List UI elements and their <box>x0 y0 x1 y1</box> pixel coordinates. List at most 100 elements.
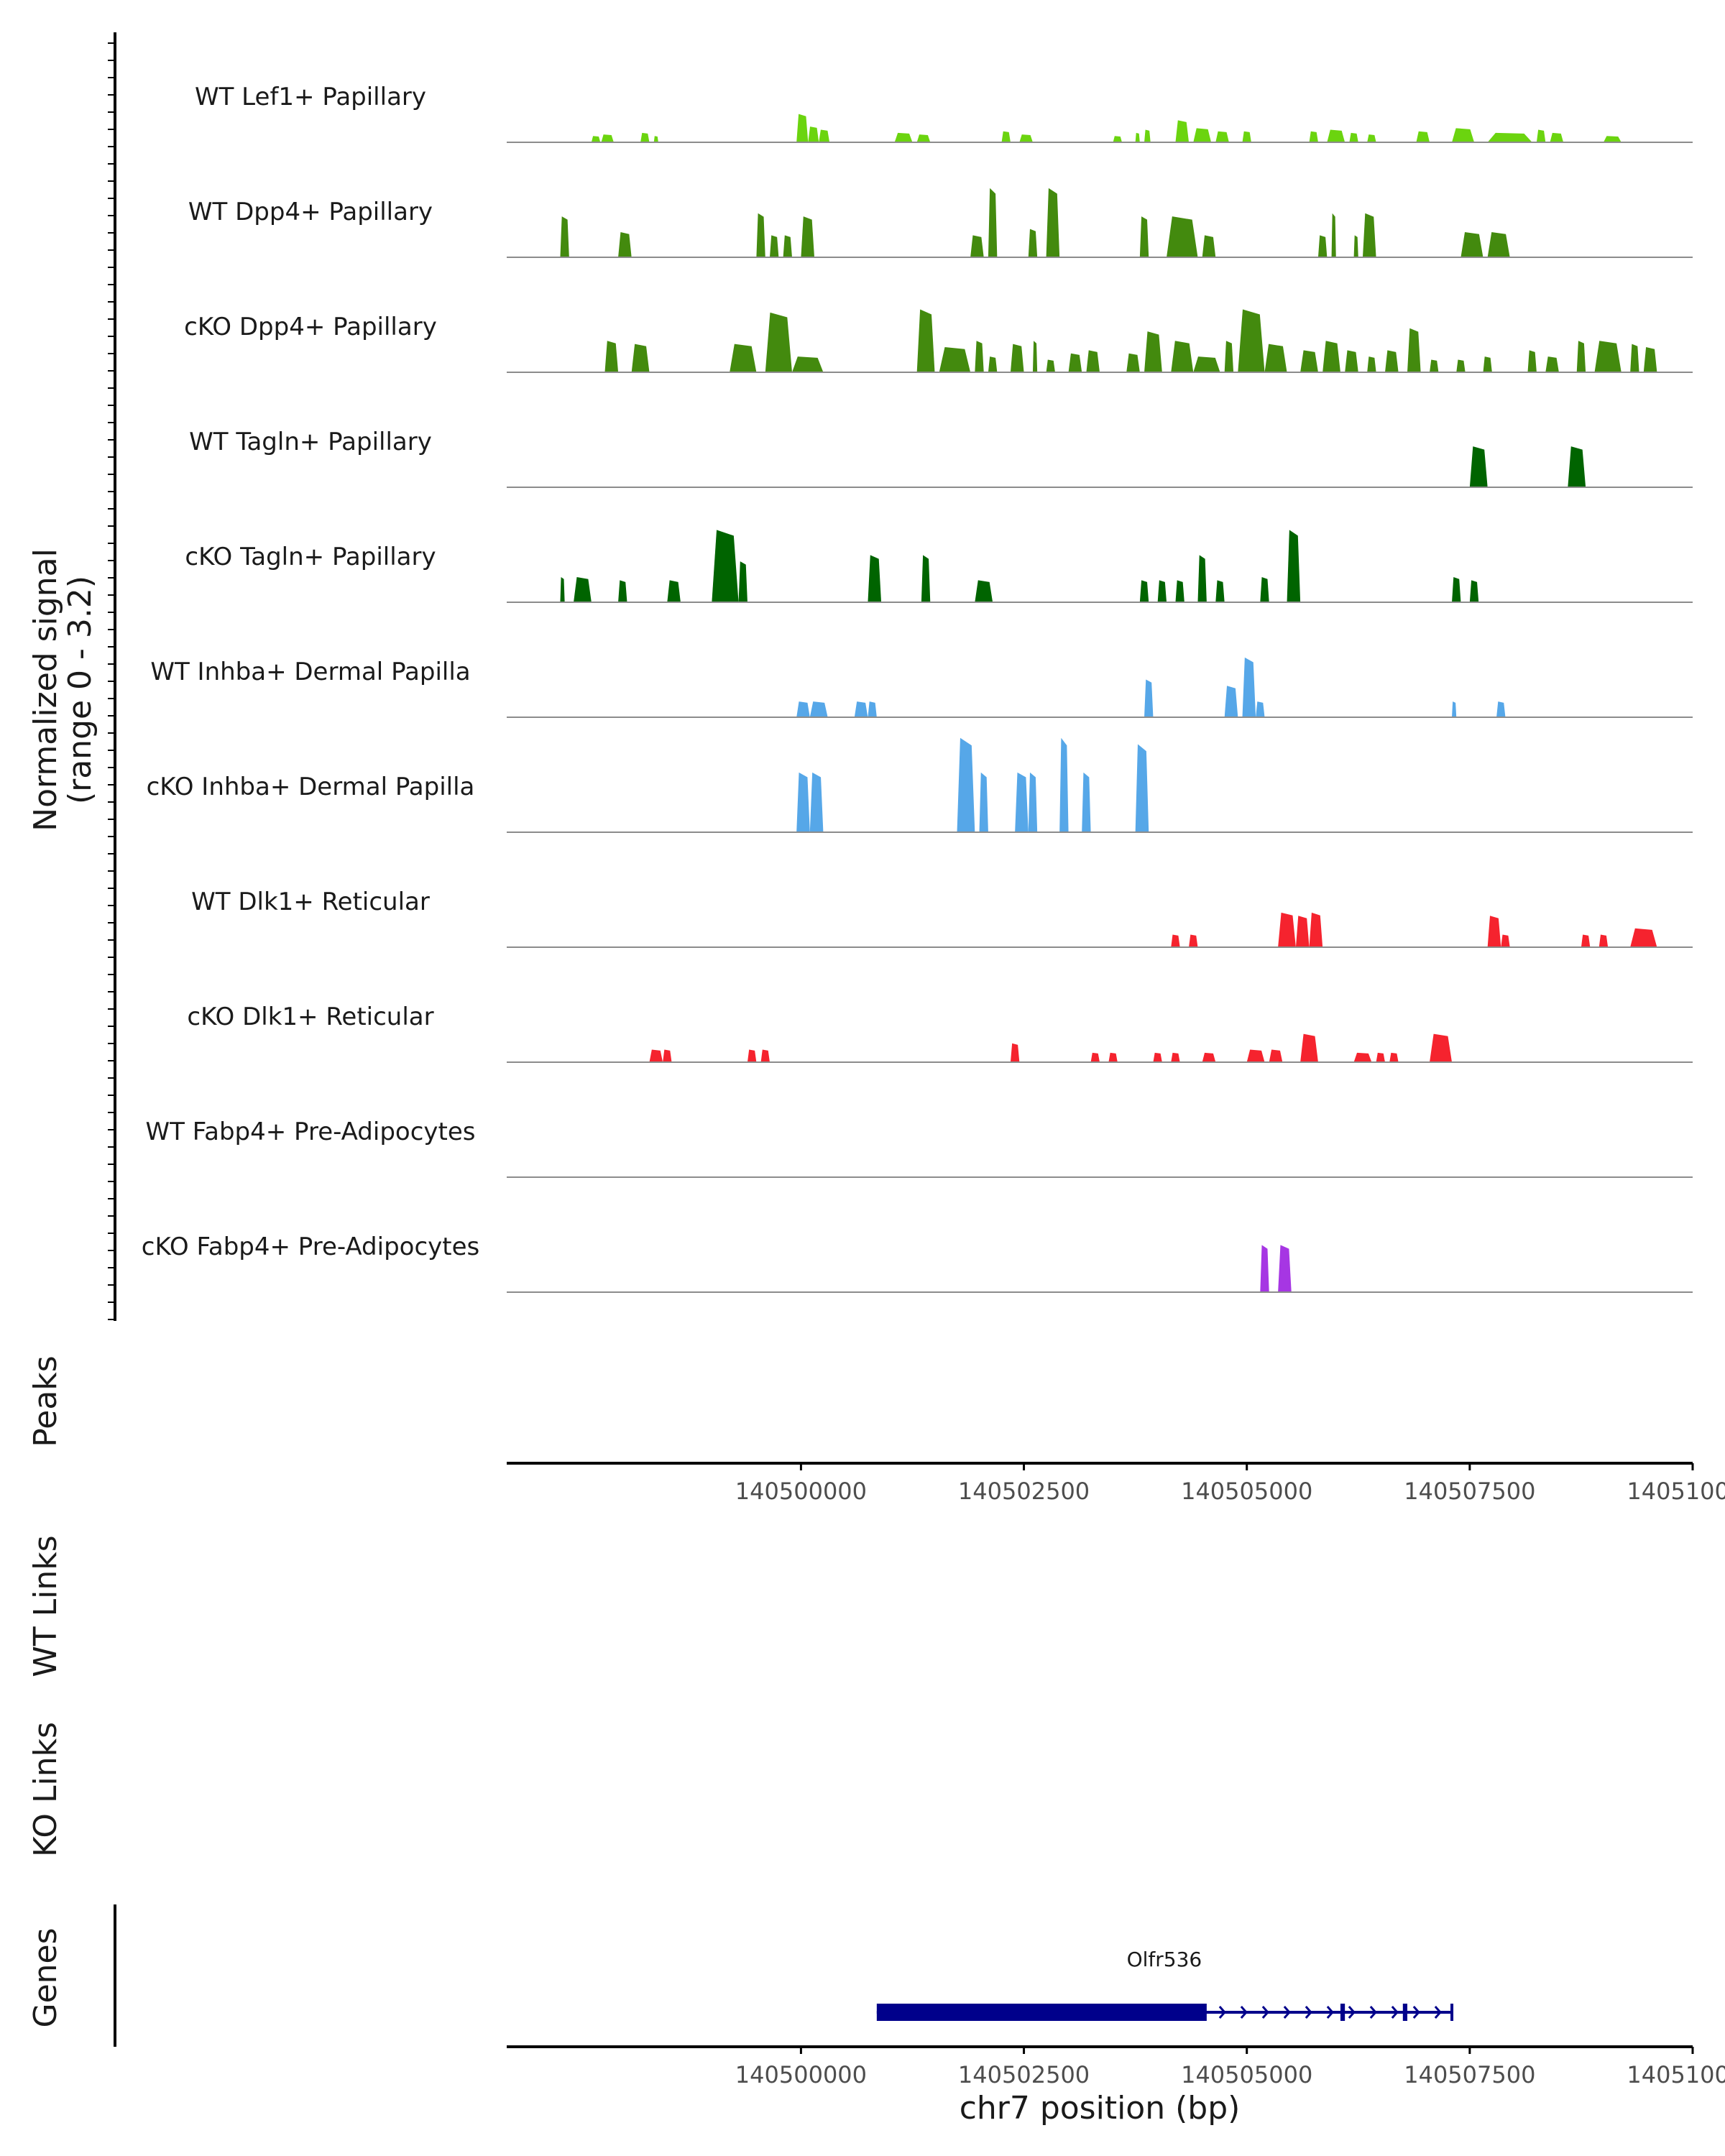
track-1: WT Lef1+ Papillary <box>195 83 1693 143</box>
coverage-peak <box>1032 341 1038 372</box>
coverage-peak <box>1367 134 1376 142</box>
coverage-peak <box>1001 131 1011 142</box>
coverage-peak <box>601 134 614 142</box>
coverage-peak <box>1197 555 1207 602</box>
coverage-peak <box>760 1049 770 1062</box>
track-6: WT Inhba+ Dermal Papilla <box>150 657 1693 718</box>
coverage-peak <box>796 114 809 142</box>
coverage-peak <box>1384 350 1399 372</box>
coverage-peak <box>1581 934 1591 947</box>
coverage-peak <box>1202 1052 1216 1062</box>
coverage-peak <box>921 555 931 602</box>
coverage-peak <box>1010 1043 1020 1062</box>
coverage-peak <box>1278 1245 1292 1292</box>
x-tick-label: 140505000 <box>1181 2061 1312 2088</box>
coverage-peak <box>1278 912 1296 947</box>
coverage-peak <box>1430 1033 1453 1062</box>
coverage-peak <box>738 561 748 602</box>
strand-arrow <box>1348 2006 1356 2019</box>
coverage-peak <box>1015 772 1029 832</box>
coverage-peak <box>1010 344 1024 372</box>
x-tick-label: 140500000 <box>735 1478 867 1505</box>
coverage-peak <box>1630 344 1639 372</box>
coverage-peak <box>560 577 565 602</box>
ko-links-panel-label: KO Links <box>27 1722 64 1857</box>
coverage-peak <box>1175 120 1190 142</box>
coverage-peak <box>868 555 882 602</box>
coverage-peak <box>1238 309 1265 372</box>
coverage-peak <box>1189 934 1198 947</box>
coverage-peak <box>1309 912 1323 947</box>
coverage-peak <box>808 126 819 142</box>
track-label: cKO Dlk1+ Reticular <box>187 1003 433 1031</box>
gene-exon <box>1340 2004 1346 2021</box>
coverage-peak <box>1215 131 1229 142</box>
coverage-peak <box>667 580 681 602</box>
coverage-peak <box>1469 446 1488 487</box>
gene-exon <box>1402 2004 1408 2021</box>
track-label: cKO Dpp4+ Papillary <box>184 313 437 341</box>
x-tick-label: 140500000 <box>735 2061 867 2088</box>
coverage-peak <box>1059 737 1069 832</box>
coverage-peak <box>796 772 810 832</box>
coverage-peak <box>1193 128 1212 142</box>
peaks-x-ticks: 140500000 140502500 140505000 140507500 1405… <box>735 1463 1725 1505</box>
coverage-peak <box>1469 580 1479 602</box>
coverage-y-title-line2: (range 0 - 3.2) <box>62 576 98 804</box>
coverage-peak <box>1269 1049 1283 1062</box>
coverage-peak <box>1171 934 1180 947</box>
coverage-peak <box>1353 235 1358 257</box>
coverage-y-ticks <box>108 42 115 1320</box>
strand-arrow <box>1326 2006 1334 2019</box>
x-axis-title: chr7 position (bp) <box>960 2090 1241 2127</box>
coverage-peak <box>631 344 650 372</box>
coverage-peak <box>1215 580 1225 602</box>
track-8: WT Dlk1+ Reticular <box>191 888 1693 948</box>
coverage-peak <box>894 132 913 142</box>
coverage-peak <box>756 213 765 257</box>
coverage-peak <box>979 772 988 832</box>
coverage-peak <box>1430 359 1439 372</box>
coverage-peak <box>1028 229 1038 257</box>
coverage-peak <box>1242 131 1251 142</box>
track-5: cKO Tagln+ Papillary <box>185 530 1693 603</box>
coverage-peak <box>1144 129 1151 142</box>
coverage-y-title-line1: Normalized signal <box>27 548 64 831</box>
gene-label: Olfr536 <box>1127 1948 1202 1971</box>
coverage-peak <box>783 235 792 257</box>
coverage-peak <box>1300 350 1318 372</box>
coverage-peak <box>1452 128 1475 142</box>
peaks-panel-label: Peaks <box>27 1355 64 1447</box>
coverage-peak <box>1322 341 1340 372</box>
strand-arrow <box>1218 2006 1226 2019</box>
track-label: WT Inhba+ Dermal Papilla <box>150 658 470 686</box>
coverage-peak <box>1171 1052 1180 1062</box>
coverage-peak <box>1487 132 1532 142</box>
coverage-peak <box>1527 350 1537 372</box>
coverage-peak <box>1082 772 1091 832</box>
x-tick-label: 140502500 <box>958 2061 1090 2088</box>
coverage-peak <box>801 216 815 257</box>
coverage-peak <box>1139 216 1149 257</box>
coverage-peak <box>649 1049 663 1062</box>
coverage-peak <box>1603 136 1622 142</box>
coverage-peak <box>1483 356 1492 372</box>
coverage-peak <box>796 701 810 717</box>
track-label: WT Tagln+ Papillary <box>189 428 432 456</box>
genes-x-ticks: 140500000 140502500 140505000 140507500 1405… <box>735 2047 1725 2088</box>
coverage-peak <box>1202 235 1216 257</box>
strand-arrow <box>1283 2006 1291 2019</box>
coverage-peak <box>769 235 779 257</box>
coverage-peak <box>1090 1052 1100 1062</box>
track-10: WT Fabp4+ Pre-Adipocytes <box>146 1118 1693 1178</box>
track-3: cKO Dpp4+ Papillary <box>184 309 1693 373</box>
coverage-peak <box>1046 359 1055 372</box>
gene-annotation-track: Olfr536 <box>876 1948 1454 2021</box>
coverage-peak <box>618 580 627 602</box>
strand-arrow <box>1240 2006 1248 2019</box>
coverage-peak <box>1550 132 1564 142</box>
track-7: cKO Inhba+ Dermal Papilla <box>147 737 1693 833</box>
coverage-peak <box>1536 129 1546 142</box>
track-label: cKO Inhba+ Dermal Papilla <box>147 773 475 801</box>
coverage-peak <box>1260 577 1269 602</box>
